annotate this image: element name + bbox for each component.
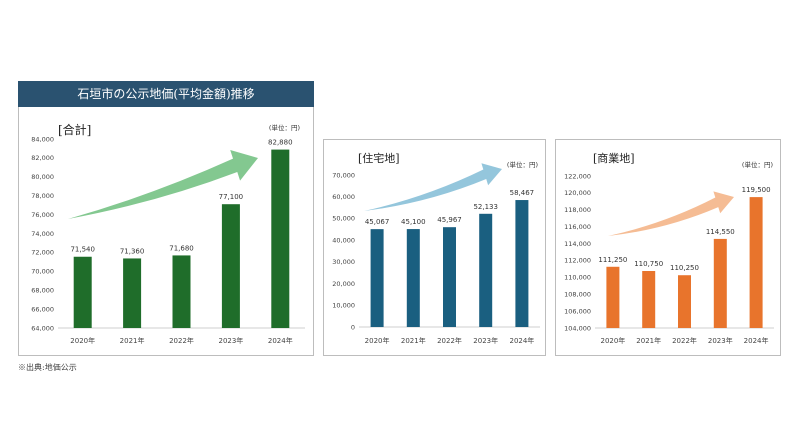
chart-total-ytick: 68,000	[31, 287, 54, 295]
chart-total-ytick: 76,000	[31, 211, 54, 219]
chart-total-xtick: 2022年	[169, 336, 194, 345]
chart-residential-ytick: 30,000	[332, 258, 355, 266]
chart-total-bar	[271, 149, 290, 328]
chart-total-value-label: 71,360	[120, 247, 145, 255]
chart-residential-xtick: 2022年	[437, 336, 462, 345]
chart-total-ytick: 70,000	[31, 268, 54, 276]
chart-commercial-value-label: 114,550	[706, 228, 735, 236]
chart-total-xtick: 2020年	[70, 336, 95, 345]
chart-total-ytick: 74,000	[31, 230, 54, 238]
chart-residential-ytick: 60,000	[332, 193, 355, 201]
chart-commercial-ytick: 118,000	[564, 206, 591, 214]
chart-residential-value-label: 58,467	[510, 189, 535, 197]
chart-commercial-bar	[713, 238, 727, 328]
panel-total	[18, 81, 314, 356]
chart-residential-ytick: 50,000	[332, 215, 355, 223]
chart-commercial-xtick: 2024年	[744, 336, 769, 345]
chart-residential-value-label: 52,133	[473, 203, 498, 211]
chart-commercial-value-label: 110,250	[670, 264, 699, 272]
chart-residential-ytick: 10,000	[332, 302, 355, 310]
chart-residential-value-label: 45,100	[401, 218, 426, 226]
chart-commercial-xtick: 2023年	[708, 336, 733, 345]
chart-commercial-xtick: 2021年	[636, 336, 661, 345]
chart-residential-value-label: 45,067	[365, 218, 390, 226]
chart-residential-unit: (単位：円)	[507, 160, 538, 169]
chart-total-bar	[73, 256, 92, 328]
chart-total-value-label: 82,880	[268, 139, 293, 147]
chart-commercial-ytick: 112,000	[564, 257, 591, 265]
chart-residential-xtick: 2021年	[401, 336, 426, 345]
source-note: ※出典:地価公示	[18, 363, 77, 372]
chart-total-bar	[221, 204, 240, 328]
chart-residential-bar	[406, 229, 420, 327]
chart-total-ytick: 64,000	[31, 324, 54, 332]
chart-commercial-title: [商業地]	[593, 151, 635, 165]
chart-commercial-value-label: 110,750	[634, 260, 663, 268]
chart-commercial-bar	[606, 266, 620, 328]
chart-residential-xtick: 2024年	[509, 336, 534, 345]
chart-commercial-value-label: 119,500	[742, 186, 771, 194]
chart-total-ytick: 84,000	[31, 135, 54, 143]
chart-residential-ytick: 40,000	[332, 236, 355, 244]
chart-total-ytick: 72,000	[31, 249, 54, 257]
chart-commercial-ytick: 116,000	[564, 223, 591, 231]
chart-total-bar	[123, 258, 142, 328]
chart-commercial-xtick: 2022年	[672, 336, 697, 345]
panel-residential	[323, 139, 546, 356]
chart-residential-bar	[515, 200, 529, 327]
banner-title: 石垣市の公示地価(平均金額)推移	[18, 81, 314, 107]
chart-commercial-ytick: 120,000	[564, 189, 591, 197]
chart-residential-xtick: 2023年	[473, 336, 498, 345]
chart-total-ytick: 78,000	[31, 192, 54, 200]
chart-total-ytick: 66,000	[31, 305, 54, 313]
chart-total-unit: (単位：円)	[269, 123, 300, 132]
chart-commercial-bar	[642, 271, 656, 328]
chart-residential-xtick: 2020年	[365, 336, 390, 345]
chart-commercial-ytick: 106,000	[564, 307, 591, 315]
chart-total-trend-arrow	[68, 150, 258, 219]
chart-residential-title: [住宅地]	[358, 151, 400, 165]
chart-residential-ytick: 0	[351, 323, 355, 331]
chart-commercial-ytick: 122,000	[564, 172, 591, 180]
chart-total-xtick: 2021年	[120, 336, 145, 345]
chart-residential-bar	[443, 227, 456, 327]
chart-residential-ytick: 20,000	[332, 280, 355, 288]
chart-commercial-bar	[749, 197, 763, 328]
chart-commercial-trend-arrow	[608, 191, 734, 236]
chart-residential-value-label: 45,967	[437, 216, 462, 224]
chart-residential-trend-arrow	[364, 163, 502, 211]
chart-total-title: [合計]	[58, 122, 91, 137]
chart-commercial-unit: (単位：円)	[742, 160, 773, 169]
chart-commercial-xtick: 2020年	[600, 336, 625, 345]
chart-total-ytick: 80,000	[31, 173, 54, 181]
chart-commercial-bar	[678, 275, 691, 328]
chart-residential-ytick: 70,000	[332, 171, 355, 179]
panel-commercial	[555, 139, 781, 356]
chart-total-value-label: 71,680	[169, 244, 194, 252]
chart-commercial-ytick: 110,000	[564, 274, 591, 282]
chart-total-bar	[172, 255, 191, 328]
chart-total-value-label: 71,540	[70, 246, 95, 254]
chart-residential-bar	[479, 213, 493, 327]
chart-commercial-value-label: 111,250	[598, 256, 627, 264]
chart-commercial-ytick: 104,000	[564, 324, 591, 332]
chart-residential-bar	[370, 229, 384, 327]
chart-total-ytick: 82,000	[31, 154, 54, 162]
chart-total-xtick: 2024年	[268, 336, 293, 345]
chart-commercial-ytick: 114,000	[564, 240, 591, 248]
chart-total-value-label: 77,100	[219, 193, 244, 201]
chart-commercial-ytick: 108,000	[564, 291, 591, 299]
chart-total-xtick: 2023年	[218, 336, 243, 345]
